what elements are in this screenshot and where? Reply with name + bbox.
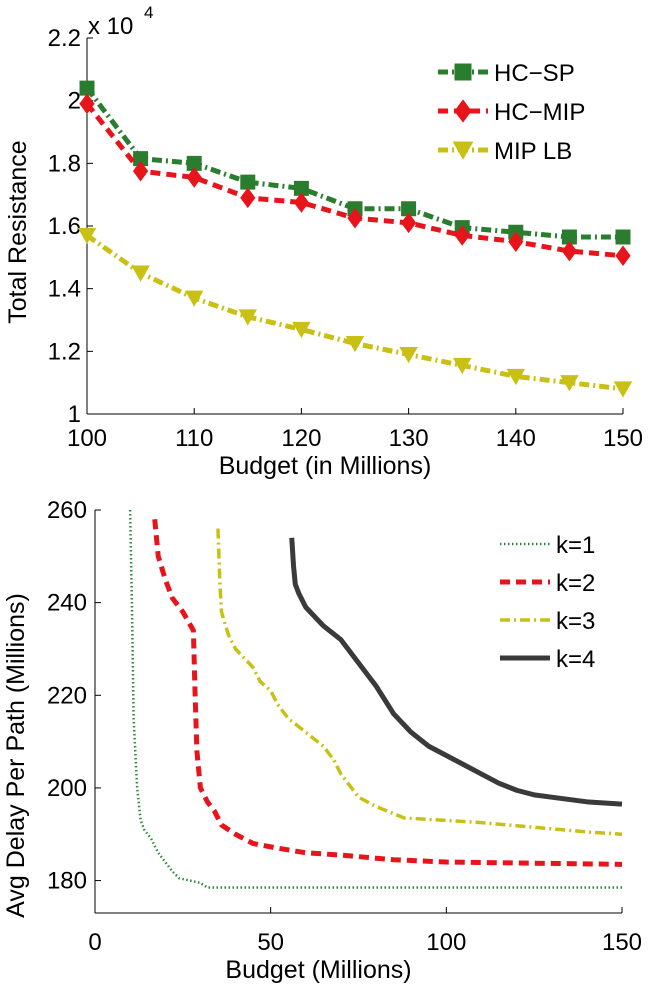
data-point: [79, 93, 95, 115]
data-point: [293, 180, 309, 196]
legend-label: HC−MIP: [494, 99, 585, 126]
y-tick-label: 1: [68, 401, 81, 428]
legend-marker: [454, 63, 472, 81]
data-point: [560, 375, 579, 392]
legend-label: k=4: [556, 646, 595, 673]
y-tick-label: 2.2: [48, 25, 81, 52]
data-point: [186, 167, 202, 188]
data-point: [399, 346, 418, 364]
y-exponent-label: x 10: [88, 13, 133, 40]
data-point: [400, 212, 417, 234]
legend-marker: [452, 141, 474, 160]
x-tick-label: 150: [602, 929, 642, 956]
bottom-chart: 0 50 100 150 180 200 220 240 260 Budget (Millions…: [2, 497, 642, 984]
x-tick-label: 100: [67, 425, 107, 452]
x-tick-label: 120: [281, 425, 321, 452]
y-axis-title: Total Resistance: [4, 140, 32, 323]
data-point: [131, 265, 150, 282]
data-point: [561, 240, 578, 262]
x-tick-label: 130: [389, 425, 429, 452]
x-tick-label: 100: [426, 929, 466, 956]
data-point: [238, 309, 258, 326]
data-point: [292, 321, 311, 339]
data-point: [454, 225, 470, 246]
data-point: [615, 229, 631, 245]
series-line: [152, 519, 623, 867]
data-point: [401, 201, 417, 217]
data-point: [240, 174, 256, 190]
y-exponent-power: 4: [144, 3, 153, 22]
data-point: [77, 227, 97, 245]
data-point: [132, 160, 149, 182]
y-tick-label: 200: [47, 775, 87, 802]
x-tick-label: 50: [257, 929, 284, 956]
y-axis-title: Avg Delay Per Path (Millions): [2, 593, 30, 918]
data-point: [508, 231, 524, 252]
data-point: [506, 368, 526, 386]
y-tick-label: 1.2: [48, 338, 81, 365]
series-line: [85, 233, 624, 392]
y-tick-label: 260: [47, 497, 87, 524]
y-tick-label: 220: [47, 682, 87, 709]
data-point: [615, 245, 631, 267]
y-tick-label: 240: [47, 590, 87, 617]
legend-label: MIP LB: [494, 138, 572, 165]
y-tick-label: 180: [47, 868, 87, 895]
data-point: [345, 336, 365, 353]
legend-label: k=1: [556, 532, 595, 559]
data-point: [347, 207, 363, 229]
x-tick-label: 110: [175, 425, 213, 452]
y-tick-label: 1.8: [48, 150, 81, 177]
data-point: [186, 155, 202, 171]
x-tick-label: 140: [496, 425, 536, 452]
x-axis-title: Budget (in Millions): [219, 452, 432, 480]
legend-label: k=3: [556, 608, 595, 635]
data-point: [240, 187, 256, 209]
data-point: [79, 80, 95, 96]
legend-marker: [454, 99, 472, 123]
data-point: [293, 192, 310, 213]
series-line: [216, 528, 623, 836]
series-line: [85, 86, 623, 240]
data-point: [452, 357, 472, 375]
y-tick-label: 1.4: [48, 276, 81, 303]
data-point: [613, 381, 633, 398]
x-tick-label: 150: [603, 425, 643, 452]
data-point: [561, 229, 577, 245]
legend-label: k=2: [556, 570, 595, 597]
legend-label: HC−SP: [494, 60, 575, 87]
series-line: [128, 509, 622, 889]
y-tick-label: 1.6: [48, 213, 81, 240]
y-tick-label: 2: [68, 88, 81, 115]
series-line: [289, 537, 623, 807]
top-chart: 100 110 120 130 140 150 1 1.2 1.4 1.6 1.8 2 2.2 x 10 4…: [4, 3, 643, 480]
x-tick-label: 0: [88, 929, 101, 956]
x-axis-title: Budget (Millions): [225, 956, 411, 984]
data-point: [184, 290, 204, 307]
